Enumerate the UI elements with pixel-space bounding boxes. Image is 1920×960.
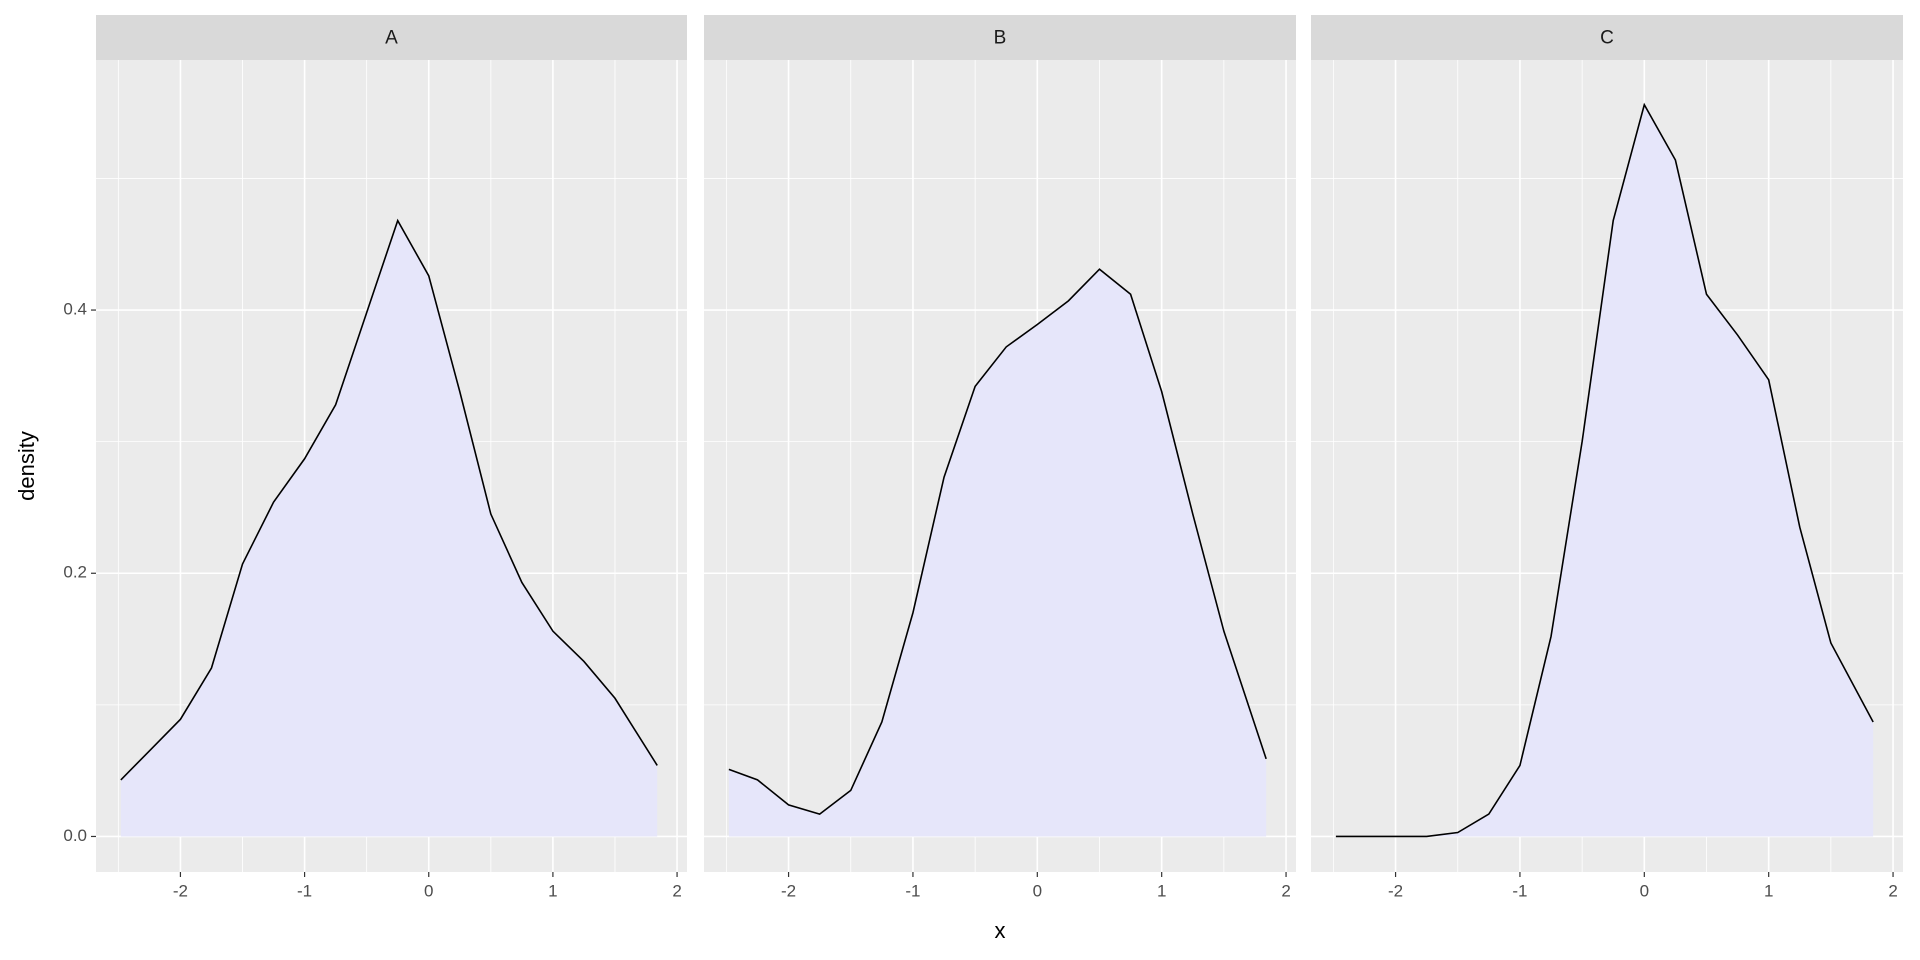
strip-background	[1311, 15, 1903, 60]
x-tick-label: 2	[672, 881, 681, 900]
x-tick-label: 2	[1281, 881, 1290, 900]
x-tick-label: -1	[1512, 881, 1527, 900]
y-axis-title: density	[14, 431, 39, 501]
density-line	[1335, 102, 1874, 838]
strip-background	[96, 15, 687, 60]
x-tick-label: 2	[1888, 881, 1897, 900]
x-tick-label: -1	[905, 881, 920, 900]
density-area	[120, 220, 658, 837]
x-tick-label: -1	[297, 881, 312, 900]
x-tick-label: -2	[173, 881, 188, 900]
x-tick-label: 1	[1157, 881, 1166, 900]
y-tick-label: 0.4	[63, 300, 87, 319]
x-tick-label: -2	[781, 881, 796, 900]
density-line	[728, 268, 1267, 815]
strip-label: C	[1600, 28, 1614, 49]
x-tick-label: 0	[1640, 881, 1649, 900]
strip-label: B	[994, 28, 1007, 49]
x-tick-label: -2	[1388, 881, 1403, 900]
density-area	[728, 269, 1267, 837]
x-tick-label: 1	[1764, 881, 1773, 900]
x-tick-label: 0	[1033, 881, 1042, 900]
x-tick-label: 0	[424, 881, 433, 900]
y-tick-label: 0.0	[63, 826, 87, 845]
x-tick-label: 1	[548, 881, 557, 900]
density-line	[120, 218, 658, 781]
strip-background	[704, 15, 1296, 60]
y-tick-label: 0.2	[63, 563, 87, 582]
x-axis-title: x	[995, 918, 1006, 943]
density-area	[1335, 104, 1874, 837]
strip-label: A	[385, 28, 398, 49]
